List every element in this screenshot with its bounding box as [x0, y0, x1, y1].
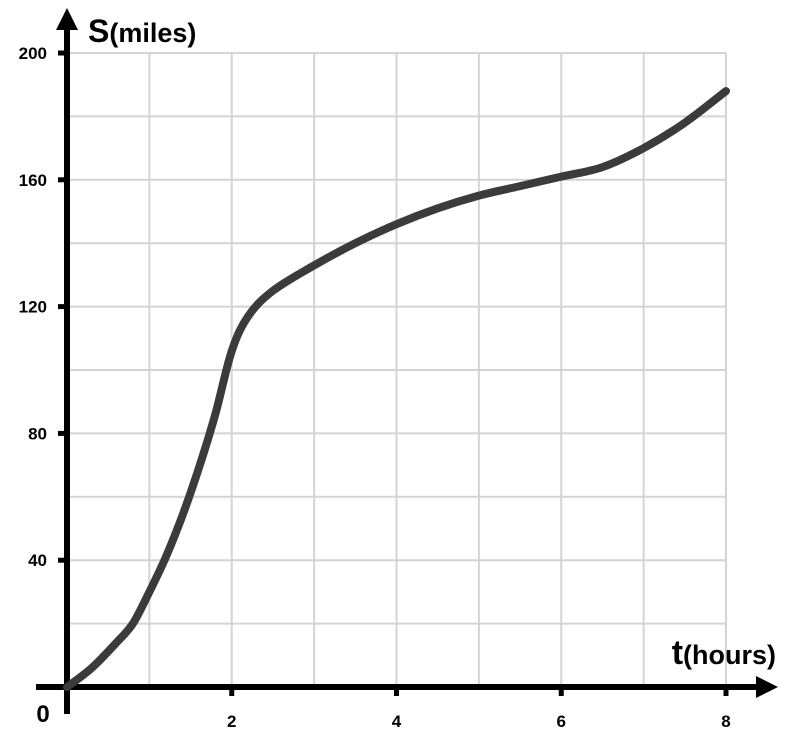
- y-axis-title: S(miles): [88, 13, 196, 49]
- ticks: 2 4 6 8 40 80 120 160 200: [19, 44, 731, 731]
- y-tick-label: 40: [28, 551, 47, 570]
- y-axis-title-unit: (miles): [109, 18, 196, 48]
- origin-label: 0: [36, 701, 49, 728]
- x-tick-label: 4: [392, 712, 402, 731]
- grid: [67, 52, 727, 687]
- distance-curve: [63, 87, 730, 691]
- y-tick-label: 200: [19, 44, 47, 63]
- axes: [36, 8, 778, 714]
- x-axis-title-unit: (hours): [683, 640, 776, 670]
- y-tick-label: 80: [28, 424, 47, 443]
- x-axis-title-main: t: [672, 634, 683, 672]
- x-axis-title: t(hours): [672, 634, 776, 672]
- x-tick-label: 2: [227, 712, 236, 731]
- y-tick-label: 120: [19, 298, 47, 317]
- x-axis-arrow-icon: [756, 676, 778, 698]
- y-axis-title-main: S: [88, 13, 109, 49]
- series-layer: [63, 87, 730, 691]
- y-axis-arrow-icon: [56, 8, 78, 30]
- x-tick-label: 8: [721, 712, 730, 731]
- x-tick-label: 6: [557, 712, 566, 731]
- y-tick-label: 160: [19, 171, 47, 190]
